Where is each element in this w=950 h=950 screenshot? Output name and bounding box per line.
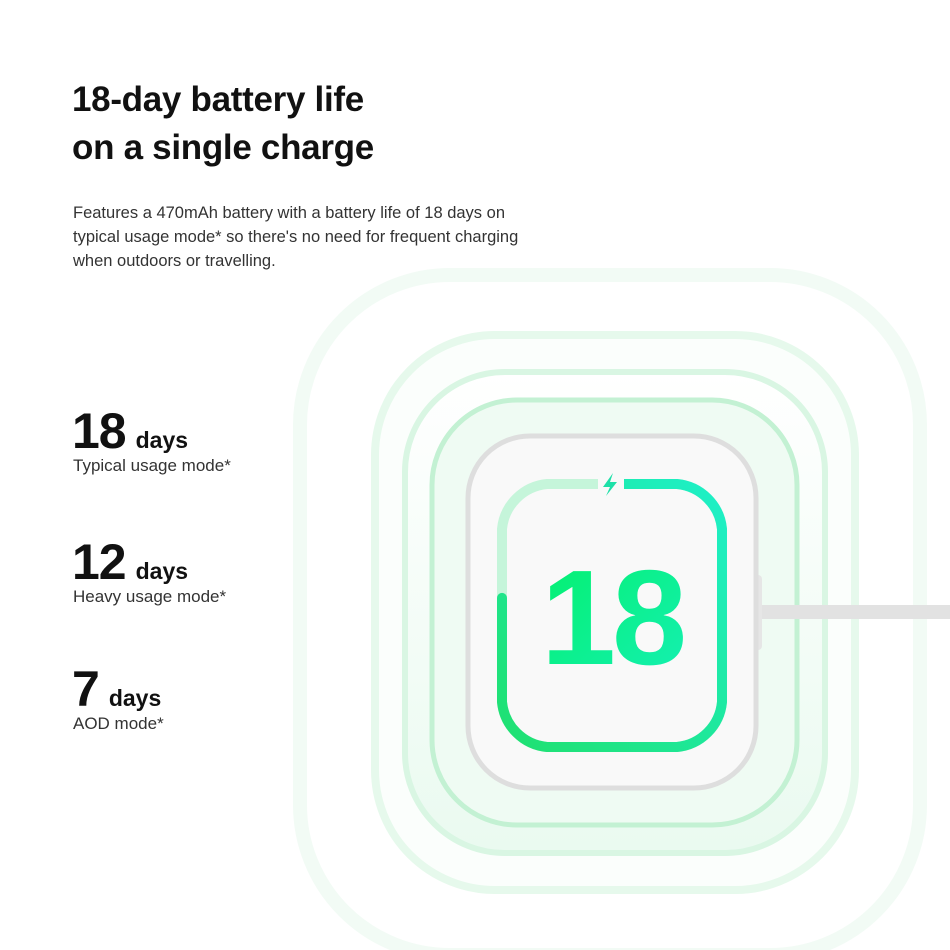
stat-aod: 7 days AOD mode* <box>72 660 164 734</box>
title-line-2: on a single charge <box>72 128 374 167</box>
stat-label: Heavy usage mode* <box>73 587 227 606</box>
watch-body <box>465 433 759 791</box>
stat-unit: days <box>135 558 189 584</box>
stat-unit: days <box>135 427 189 453</box>
page-title: 18-day battery life on a single charge <box>72 76 374 172</box>
watch-display-number: 18 <box>497 540 727 695</box>
description: Features a 470mAh battery with a battery… <box>73 204 519 270</box>
stat-label: Typical usage mode* <box>73 456 231 475</box>
stat-value: 12 <box>72 534 127 590</box>
stat-typical: 18 days Typical usage mode* <box>72 402 231 476</box>
stat-label: AOD mode* <box>73 714 164 733</box>
stat-heavy: 12 days Heavy usage mode* <box>72 533 226 607</box>
stat-unit: days <box>108 685 162 711</box>
charging-cable <box>756 605 950 619</box>
stat-value: 18 <box>72 403 127 459</box>
stat-value: 7 <box>72 661 100 717</box>
title-line-1: 18-day battery life <box>72 80 364 119</box>
lightning-bolt-icon <box>603 473 617 496</box>
charge-ring-progress <box>497 479 727 752</box>
